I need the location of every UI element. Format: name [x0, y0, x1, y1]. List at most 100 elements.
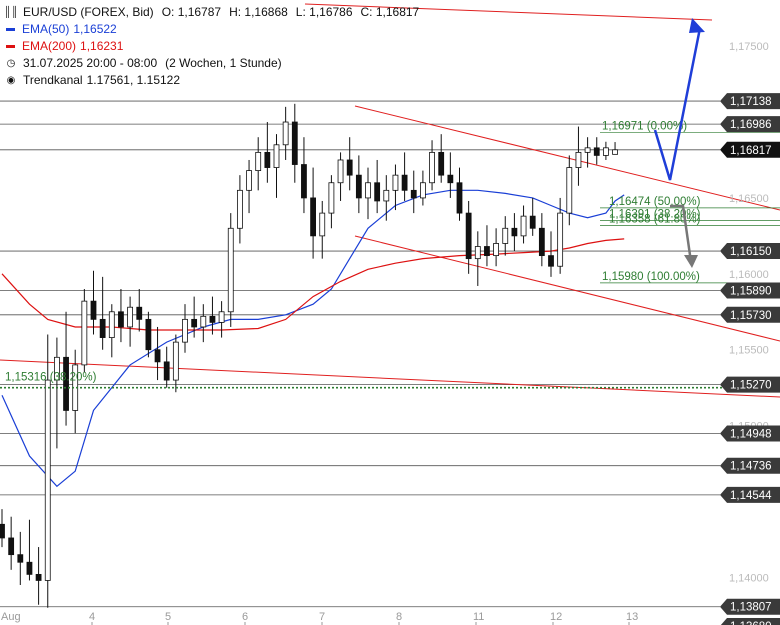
price-tag: 1,17138: [730, 96, 772, 108]
candle-body: [548, 255, 554, 267]
price-axis: 1,175001,165001,160001,155001,150001,140…: [720, 41, 780, 625]
price-tag-bg: [720, 486, 780, 503]
candle-body: [337, 159, 344, 184]
price-tick-label: 1,15500: [729, 345, 769, 357]
high-value: H: 1,16868: [229, 5, 288, 19]
candle-body: [419, 182, 426, 199]
fib-level-label: 1,16971 (0.00%): [602, 120, 687, 132]
time-tick-label: Aug: [1, 611, 21, 623]
candle-body: [374, 182, 381, 202]
price-tag: 1,14736: [730, 461, 772, 473]
candle-body: [493, 243, 500, 257]
candle-body: [355, 174, 362, 199]
legend-ema200-row[interactable]: EMA(200) 1,16231: [4, 38, 419, 55]
time-tick-label: 6: [242, 611, 248, 623]
arrow-down-path: [670, 204, 693, 263]
fib-level-label: 1,16358 (61.80%): [609, 213, 701, 225]
price-tag: 1,15890: [730, 286, 772, 298]
candle-body: [0, 523, 5, 539]
price-tag: 1,16150: [730, 246, 772, 258]
current-price-tag: 1,16817: [730, 145, 772, 157]
candle-body: [35, 573, 42, 581]
clock-icon: ◷: [6, 58, 16, 69]
candle-body: [246, 170, 252, 191]
price-tick-label: 1,16000: [729, 269, 769, 281]
candle-body: [593, 147, 600, 156]
time-tick-label: 11: [473, 611, 484, 623]
candle-body: [218, 311, 225, 323]
price-tag-bg: [720, 93, 780, 110]
ema50-label: EMA(50): [22, 22, 70, 36]
candle-body: [502, 227, 509, 244]
candle-body: [227, 227, 234, 313]
candle-body: [401, 174, 408, 191]
price-tag-bg: [720, 243, 780, 260]
candle-body: [557, 212, 564, 267]
candle-body: [529, 215, 536, 229]
price-tag-bg: [720, 116, 780, 133]
price-tag-bg: [720, 457, 780, 474]
candle-body: [538, 227, 545, 257]
candle-body: [603, 147, 609, 156]
low-value: L: 1,16786: [295, 5, 353, 19]
candle-body: [90, 300, 97, 320]
candle-body: [209, 315, 216, 323]
candle-body: [346, 159, 353, 176]
price-tag: 1,15270: [730, 380, 772, 392]
candle-body: [8, 537, 15, 556]
candle-body: [17, 554, 24, 563]
candle-body: [438, 151, 445, 176]
trend-upper-line: [304, 3, 713, 21]
candle-body: [145, 318, 152, 351]
price-tag: 1,14948: [730, 429, 772, 441]
candlestick-icon: ║║: [4, 7, 19, 18]
timerange: 31.07.2025 20:00 - 08:00: [23, 56, 158, 70]
candle-body: [612, 149, 618, 155]
candle-body: [392, 174, 399, 191]
ema-lines: [1, 189, 625, 488]
current-price-tag-bg: [720, 141, 780, 158]
candle-body: [456, 182, 463, 214]
candle-body: [319, 212, 326, 237]
candle-body: [154, 349, 161, 363]
candle-body: [44, 379, 51, 581]
arrow-up-head: [689, 18, 705, 33]
price-tag: 1,14544: [730, 490, 772, 502]
legend-ema50-row[interactable]: EMA(50) 1,16522: [4, 21, 419, 38]
chart-legend: ║║ EUR/USD (FOREX, Bid) O: 1,16787 H: 1,…: [4, 4, 419, 89]
candle-body: [310, 197, 317, 237]
price-tick-label: 1,14000: [729, 572, 769, 584]
channel-upper-line: [354, 105, 780, 211]
candle-body: [255, 151, 262, 172]
price-tag: 1,13807: [730, 602, 772, 614]
candle-body: [474, 246, 481, 260]
ema200-label: EMA(200): [22, 39, 77, 53]
candle-body: [484, 246, 490, 257]
candle-body: [99, 318, 106, 338]
fib-level-label: 1,16391 (38.20%): [609, 208, 701, 220]
time-tick-label: 7: [319, 611, 325, 623]
trendchannel-values: 1.17561, 1.15122: [86, 73, 181, 87]
open-value: O: 1,16787: [161, 5, 222, 19]
candle-body: [54, 356, 60, 381]
price-tag-bg: [720, 306, 780, 323]
legend-trendchannel-row[interactable]: ◉ Trendkanal 1.17561, 1.15122: [4, 72, 419, 89]
candle-body: [365, 182, 371, 199]
candle-body: [236, 189, 243, 229]
legend-timerange-row: ◷ 31.07.2025 20:00 - 08:00 (2 Wochen, 1 …: [4, 55, 419, 72]
ema200-value: 1,16231: [80, 39, 124, 53]
time-axis: Aug 4 5 6 7 8 11 12 13: [1, 611, 638, 625]
price-tick-label: 1,16500: [729, 193, 769, 205]
time-tick-label: 12: [550, 611, 562, 623]
ema50-value: 1,16522: [73, 22, 117, 36]
time-tick-label: 13: [626, 611, 638, 623]
price-tag-bg: [720, 598, 780, 615]
candle-body: [81, 300, 88, 366]
candle-body: [172, 341, 179, 381]
candle-body: [575, 151, 582, 168]
candle-body: [264, 151, 271, 168]
candle-body: [383, 189, 390, 202]
trendchannel-label: Trendkanal: [23, 73, 83, 87]
ema50-line: [1, 189, 625, 488]
